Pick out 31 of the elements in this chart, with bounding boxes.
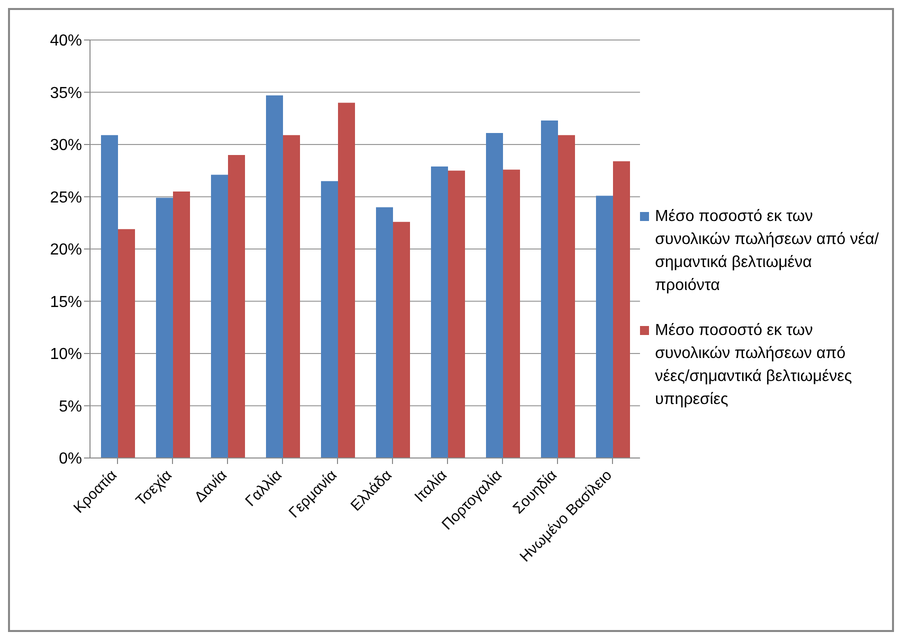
bar xyxy=(431,166,448,458)
y-tick-label: 10% xyxy=(50,346,82,364)
y-tick-label: 20% xyxy=(50,242,82,259)
legend-label: Μέσο ποσοστό εκ των συνολικών πωλήσεων από νέα/σημαντικά βελτιωμένα προιόντα xyxy=(655,207,880,296)
bar xyxy=(266,95,283,458)
bar xyxy=(228,154,245,458)
y-tick-label: 35% xyxy=(50,84,82,102)
y-tick-label: 40% xyxy=(50,32,82,50)
y-tick-label: 15% xyxy=(50,294,82,311)
bar xyxy=(321,181,338,458)
bar xyxy=(118,229,135,458)
y-tick-label: 25% xyxy=(50,189,82,206)
bar xyxy=(156,198,173,458)
bar xyxy=(101,135,118,458)
bar xyxy=(283,135,300,458)
bar xyxy=(376,207,393,458)
bar xyxy=(596,196,613,458)
bar xyxy=(541,120,558,458)
bar xyxy=(393,222,410,458)
y-tick-label: 30% xyxy=(50,137,82,154)
y-tick-label: 0% xyxy=(58,450,82,468)
bar xyxy=(613,161,630,458)
legend-label: Μέσο ποσοστό εκ των συνολικών πωλήσεων από νέες/σημαντικά βελτιωμένες υπηρεσίες xyxy=(655,321,853,410)
bar xyxy=(211,174,228,458)
bar xyxy=(486,133,503,458)
bar xyxy=(503,170,520,458)
y-tick-label: 5% xyxy=(58,398,82,416)
bar xyxy=(173,192,190,458)
bar xyxy=(448,170,465,458)
bar xyxy=(558,135,575,458)
bar xyxy=(338,102,355,458)
